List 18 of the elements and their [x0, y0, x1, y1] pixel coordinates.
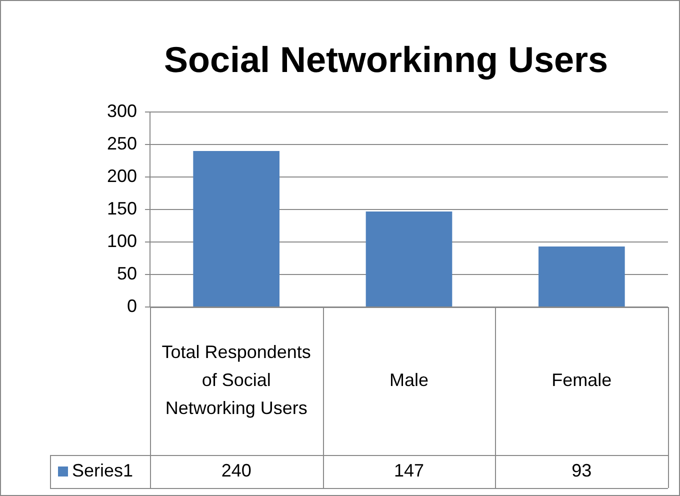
x-tick-label: Total Respondents of Social Networking Users [162, 342, 311, 418]
chart-title: Social Networkinng Users [164, 38, 608, 80]
y-tick-label: 200 [106, 166, 137, 186]
bar [538, 246, 625, 306]
bar [193, 151, 280, 306]
y-tick-label: 150 [106, 198, 137, 218]
x-tick-label: Male [389, 370, 429, 390]
data-label: 147 [394, 460, 424, 480]
y-tick-label: 300 [106, 100, 137, 121]
y-tick-label: 50 [116, 263, 137, 284]
legend-label: Series1 [72, 460, 134, 480]
data-label: 240 [221, 460, 252, 480]
data-label: 93 [572, 460, 592, 480]
y-tick-label: 250 [106, 133, 137, 154]
y-tick-label: 0 [126, 296, 137, 316]
x-tick-label: Female [552, 370, 612, 390]
y-tick-label: 100 [106, 230, 137, 251]
bar [366, 211, 452, 306]
